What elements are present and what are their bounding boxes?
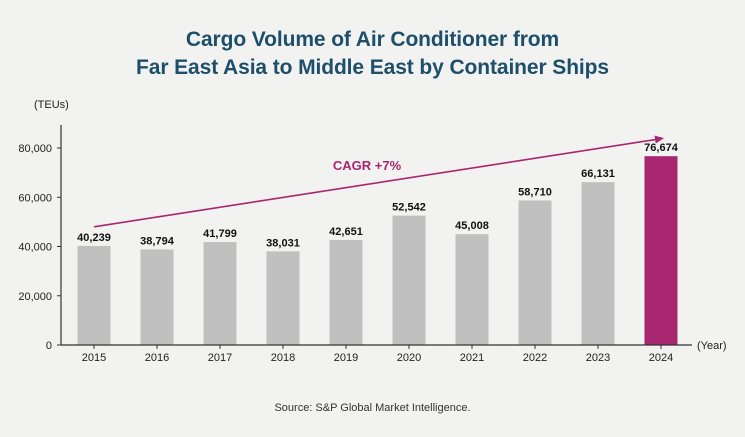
chart-title: Cargo Volume of Air Conditioner from Far… xyxy=(0,26,745,82)
y-tick-label-80000: 80,000 xyxy=(18,143,52,155)
chart-title-line-2: Far East Asia to Middle East by Containe… xyxy=(136,56,609,79)
y-tick-label-40000: 40,000 xyxy=(18,242,52,254)
bar-value-label-2016: 38,794 xyxy=(140,235,175,247)
x-axis-label: (Year) xyxy=(697,340,727,352)
bar-value-label-2015: 40,239 xyxy=(77,232,111,244)
x-tick-label-2015: 2015 xyxy=(82,352,106,364)
bar-2017 xyxy=(203,242,237,345)
x-tick-label-2018: 2018 xyxy=(271,352,295,364)
x-tick-label-2020: 2020 xyxy=(397,352,421,364)
y-tick-label-0: 0 xyxy=(46,340,52,352)
cagr-arrow-head xyxy=(654,135,664,144)
x-tick-label-2021: 2021 xyxy=(460,352,484,364)
cagr-label: CAGR +7% xyxy=(333,158,402,173)
bar-value-label-2019: 42,651 xyxy=(329,226,363,238)
bar-2024 xyxy=(644,156,678,345)
y-axis: 0 20,000 40,000 60,000 80,000 (TEUs) xyxy=(18,99,68,352)
x-tick-label-2016: 2016 xyxy=(145,352,169,364)
bar-2020 xyxy=(392,215,426,345)
bar-value-label-2023: 66,131 xyxy=(581,168,615,180)
bars-group xyxy=(77,156,678,345)
bar-value-label-2018: 38,031 xyxy=(266,237,300,249)
y-axis-label: (TEUs) xyxy=(34,99,69,111)
x-tick-label-2022: 2022 xyxy=(523,352,547,364)
y-tick-label-60000: 60,000 xyxy=(18,192,52,204)
bar-value-label-2020: 52,542 xyxy=(392,202,426,214)
bar-2021 xyxy=(455,234,489,345)
bar-2022 xyxy=(518,200,552,345)
bar-2023 xyxy=(581,182,615,345)
x-tick-label-2023: 2023 xyxy=(586,352,610,364)
bar-value-label-2021: 45,008 xyxy=(455,220,489,232)
x-axis: 2015 2016 2017 2018 2019 2020 2021 2022 2023 2024… xyxy=(61,340,727,364)
bar-2015 xyxy=(77,245,111,345)
bar-value-label-2017: 41,799 xyxy=(203,228,237,240)
bar-2016 xyxy=(140,249,174,345)
bar-value-label-2022: 58,710 xyxy=(518,186,552,198)
bar-2018 xyxy=(266,251,300,345)
x-tick-label-2024: 2024 xyxy=(649,352,673,364)
source-note: Source: S&P Global Market Intelligence. xyxy=(274,402,471,414)
x-tick-label-2019: 2019 xyxy=(334,352,358,364)
chart-title-line-1: Cargo Volume of Air Conditioner from xyxy=(185,28,560,51)
x-tick-label-2017: 2017 xyxy=(208,352,232,364)
cagr-arrow-line xyxy=(93,138,659,228)
bar-value-labels: 40,239 38,794 41,799 38,031 42,651 52,542 45,0… xyxy=(77,142,679,249)
cagr-trend: CAGR +7% xyxy=(93,135,664,228)
bar-value-label-2024: 76,674 xyxy=(644,142,679,154)
y-tick-label-20000: 20,000 xyxy=(18,291,52,303)
bar-2019 xyxy=(329,239,363,345)
